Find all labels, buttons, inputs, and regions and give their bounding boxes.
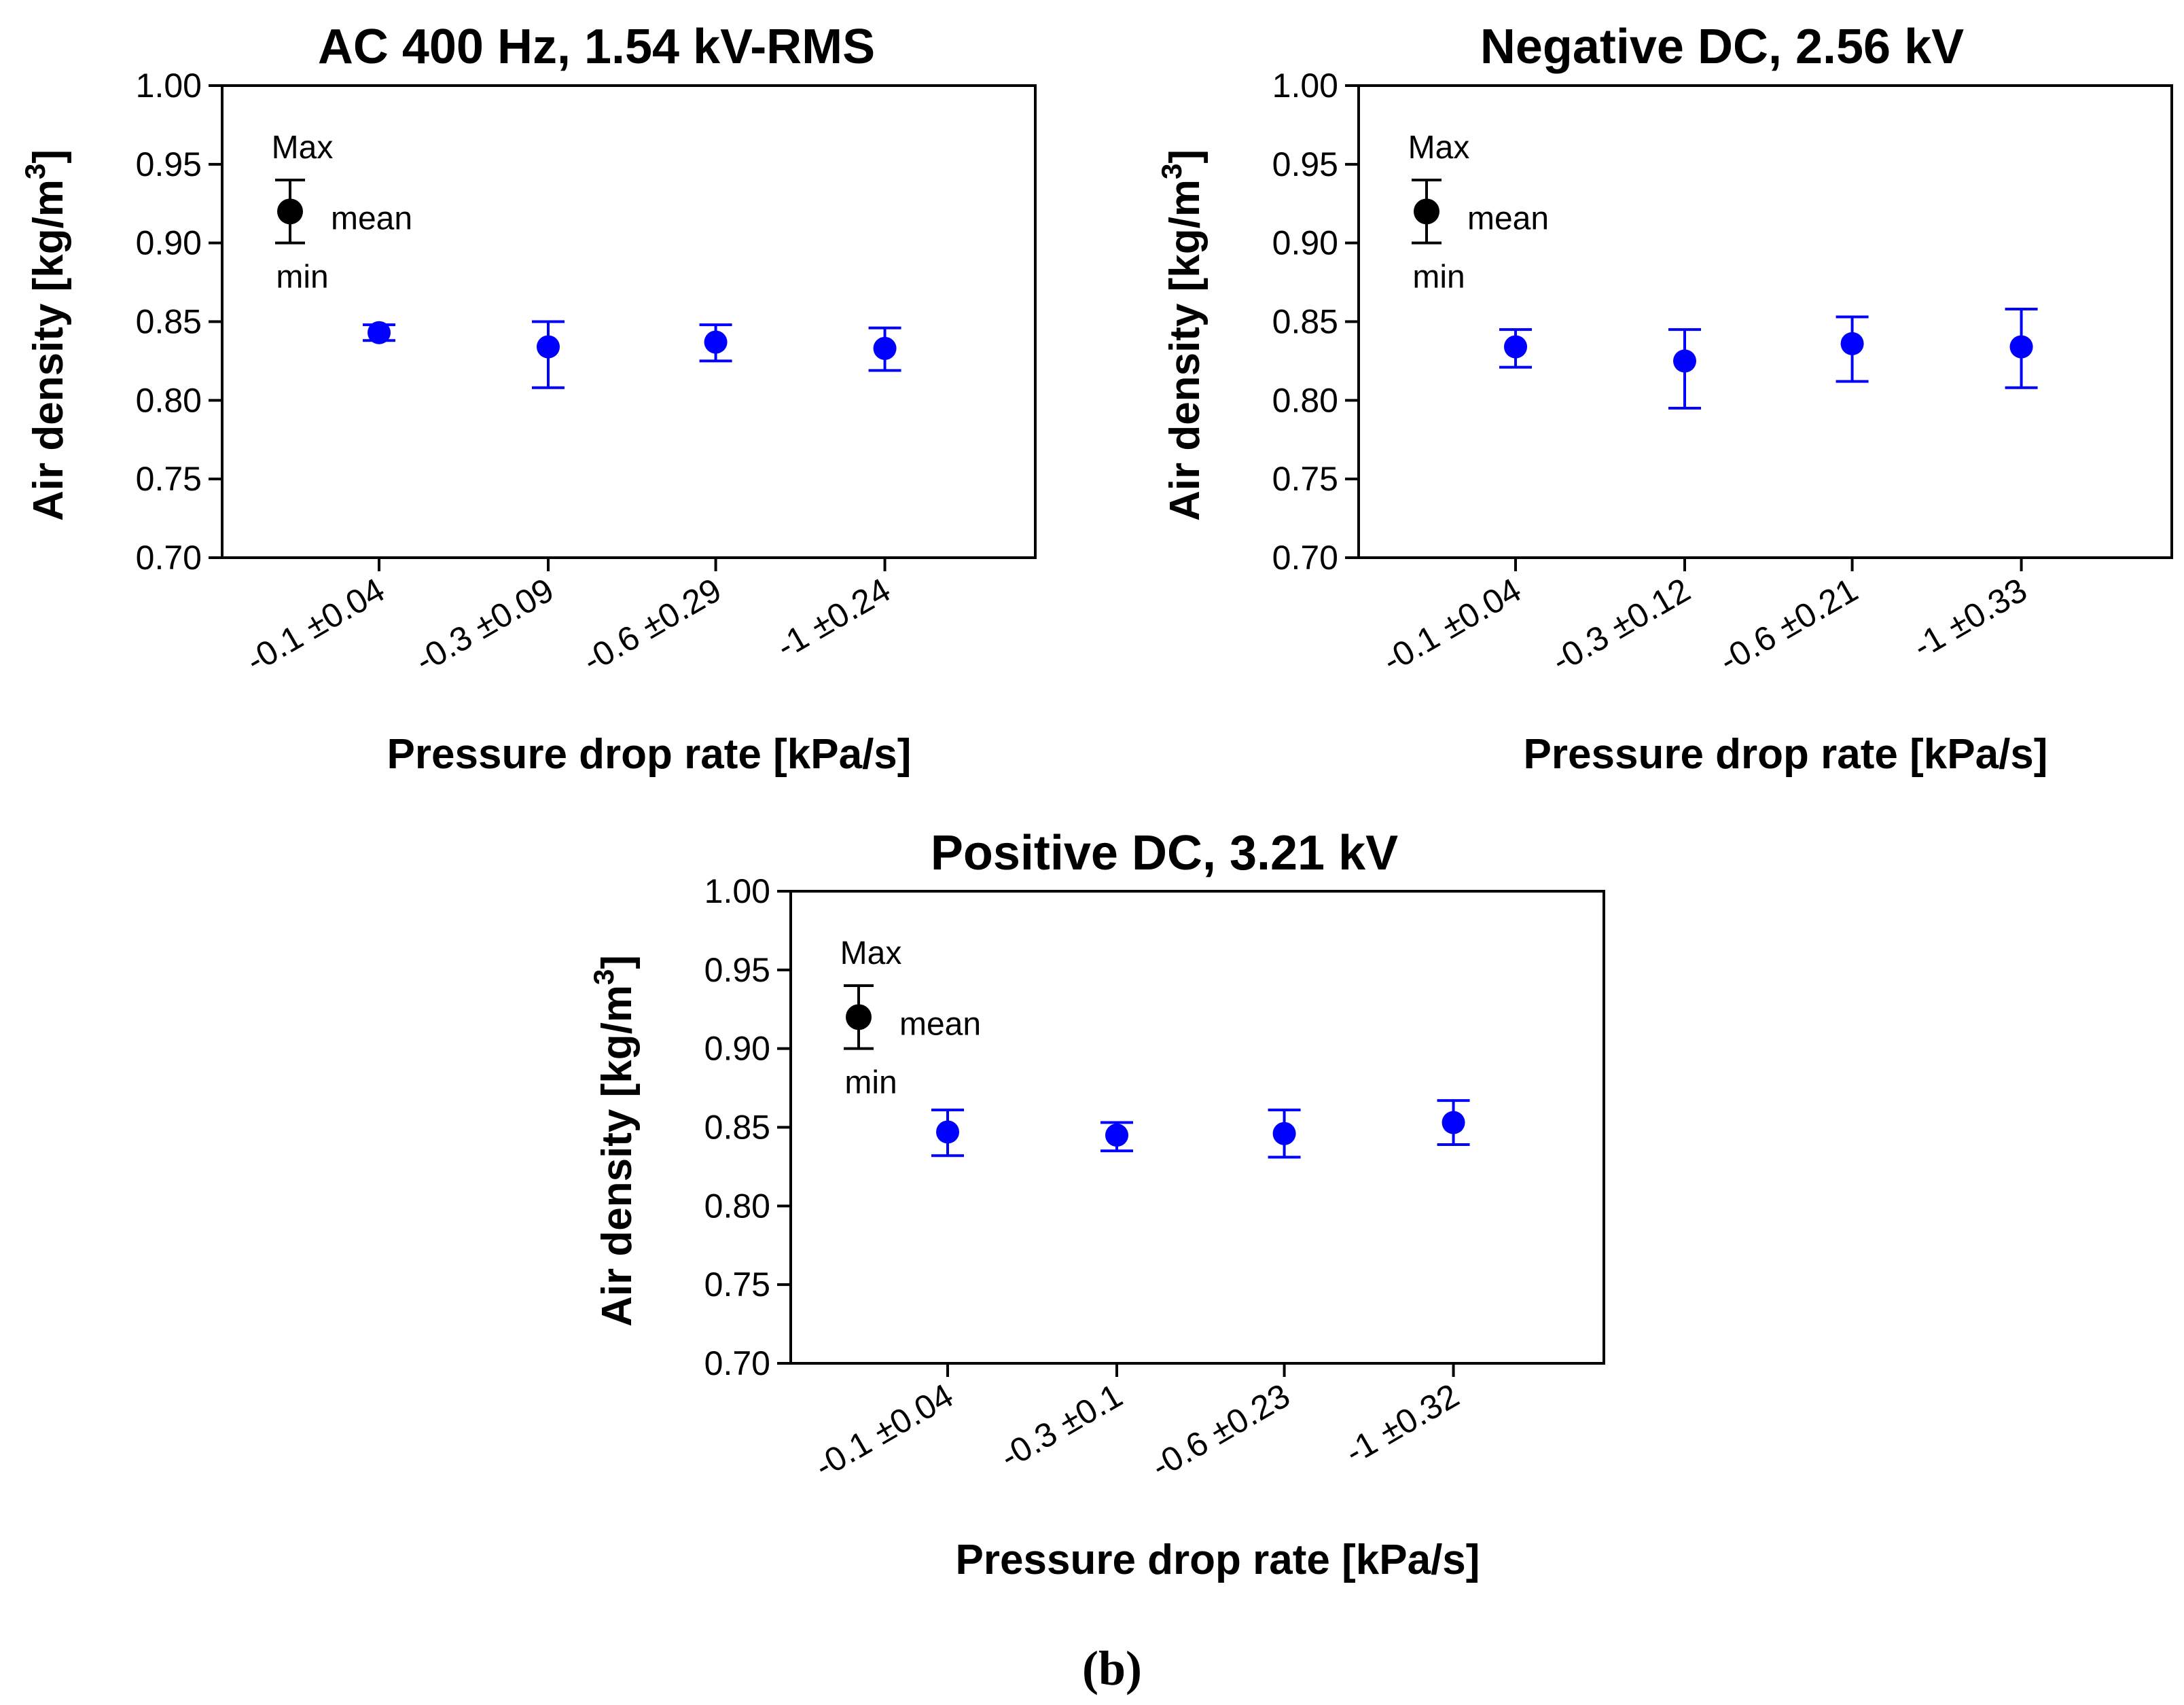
y-axis-label-close: ] <box>25 149 72 164</box>
y-tick-label: 0.95 <box>1272 145 1338 183</box>
plot-frame <box>1357 84 2173 559</box>
data-point-group <box>699 323 732 363</box>
y-tick-label: 0.85 <box>1272 303 1338 341</box>
x-tick-label: -0.6 ±0.21 <box>1713 571 1864 680</box>
y-tick-label: 0.75 <box>1272 460 1338 498</box>
data-point <box>2009 335 2033 359</box>
data-point <box>1442 1111 1465 1134</box>
y-tick-label: 0.70 <box>704 1344 770 1382</box>
data-point <box>368 321 391 344</box>
data-point <box>1672 349 1696 373</box>
y-axis-label-sup: 3 <box>588 969 620 985</box>
y-tick-label: 1.00 <box>1272 67 1338 105</box>
legend-mean-label: mean <box>1467 200 1549 236</box>
y-tick-label: 0.90 <box>704 1030 770 1068</box>
legend-max-label: Max <box>272 130 334 166</box>
legend-marker <box>1414 198 1439 225</box>
x-tick-label: -0.3 ±0.09 <box>409 571 560 680</box>
y-tick-label: 1.00 <box>136 67 202 105</box>
data-point-group <box>1499 328 1533 369</box>
chart-title: AC 400 Hz, 1.54 kV-RMS <box>318 20 875 74</box>
data-point-group <box>1437 1099 1470 1146</box>
x-tick-label: -0.1 ±0.04 <box>240 571 391 680</box>
chart-panel-3: Positive DC, 3.21 kV 1.00 0.95 0.90 0.85 0.80… <box>588 826 1605 1583</box>
y-axis-label: Air density [kg/m3] <box>588 955 641 1327</box>
data-point-group <box>1268 1109 1301 1159</box>
data-point <box>1272 1121 1296 1145</box>
x-tick-label: -1 ±0.32 <box>1338 1376 1465 1471</box>
y-tick-label: 0.80 <box>1272 381 1338 419</box>
y-axis-label-main: Air density [kg/m <box>25 179 72 521</box>
y-axis-label-close: ] <box>1162 149 1209 164</box>
chart-title: Negative DC, 2.56 kV <box>1480 20 1964 74</box>
y-tick-label: 0.70 <box>136 539 202 577</box>
legend-mean-label: mean <box>331 200 412 236</box>
x-tick-label: -1 ±0.33 <box>1906 571 2033 666</box>
y-axis-label: Air density [kg/m3] <box>1156 149 1209 521</box>
data-point-group <box>931 1109 965 1157</box>
y-tick-label: 0.95 <box>704 951 770 989</box>
y-tick-label: 0.90 <box>1272 224 1338 262</box>
y-tick-label: 1.00 <box>704 872 770 910</box>
y-tick-label: 0.80 <box>136 381 202 419</box>
y-tick-label: 0.85 <box>704 1109 770 1147</box>
data-point-group <box>531 320 565 389</box>
data-point-group <box>2005 307 2038 389</box>
data-point <box>536 335 560 359</box>
legend-max-label: Max <box>840 935 902 971</box>
y-tick-label: 0.85 <box>136 303 202 341</box>
x-axis-label: Pressure drop rate [kPa/s] <box>387 731 912 778</box>
legend-min-label: min <box>1412 259 1465 295</box>
data-point-group <box>1836 315 1869 383</box>
data-point-group <box>363 321 396 344</box>
y-axis-label-sup: 3 <box>1156 164 1187 179</box>
y-tick-label: 0.75 <box>704 1266 770 1304</box>
legend-min-label: min <box>844 1065 897 1101</box>
y-tick-label: 0.80 <box>704 1187 770 1225</box>
data-point <box>1840 331 1864 355</box>
legend-max-label: Max <box>1408 130 1470 166</box>
data-point <box>1105 1124 1128 1147</box>
legend-mean-label: mean <box>899 1006 981 1042</box>
plot-frame <box>221 84 1037 559</box>
y-axis-label-close: ] <box>594 955 641 969</box>
y-tick-label: 0.75 <box>136 460 202 498</box>
data-point <box>704 330 728 354</box>
data-point-group <box>868 326 901 372</box>
x-tick-label: -0.3 ±0.1 <box>994 1376 1129 1476</box>
x-axis-label: Pressure drop rate [kPa/s] <box>956 1537 1480 1583</box>
y-axis-label-sup: 3 <box>19 164 51 179</box>
x-tick-label: -0.3 ±0.12 <box>1545 571 1697 680</box>
x-axis-label: Pressure drop rate [kPa/s] <box>1524 731 2048 778</box>
y-axis-label-main: Air density [kg/m <box>1162 179 1209 521</box>
data-point <box>1504 335 1528 359</box>
x-tick-label: -1 ±0.24 <box>770 571 897 666</box>
data-point-group <box>1100 1121 1133 1153</box>
legend-marker <box>846 1004 872 1030</box>
y-tick-label: 0.70 <box>1272 539 1338 577</box>
chart-panel-2: Negative DC, 2.56 kV 1.00 0.95 0.90 0.85 0.80… <box>1156 20 2173 778</box>
x-tick-label: -0.1 ±0.04 <box>1376 571 1528 680</box>
y-axis-label-main: Air density [kg/m <box>594 985 641 1327</box>
data-point <box>936 1120 960 1144</box>
x-tick-label: -0.6 ±0.23 <box>1145 1376 1296 1486</box>
chart-title: Positive DC, 3.21 kV <box>931 826 1398 880</box>
figure-caption: (b) <box>1082 1641 1142 1695</box>
data-point <box>873 336 897 360</box>
y-tick-label: 0.90 <box>136 224 202 262</box>
y-tick-label: 0.95 <box>136 145 202 183</box>
chart-panel-1: AC 400 Hz, 1.54 kV-RMS 1.00 0.95 0.90 0.85 0.… <box>19 20 1037 778</box>
legend-min-label: min <box>276 259 328 295</box>
x-tick-label: -0.1 ±0.04 <box>808 1376 960 1486</box>
y-axis-label: Air density [kg/m3] <box>19 149 72 521</box>
data-point-group <box>1668 328 1701 410</box>
plot-frame <box>789 890 1605 1365</box>
x-tick-label: -0.6 ±0.29 <box>576 571 728 680</box>
legend-marker <box>277 198 303 225</box>
